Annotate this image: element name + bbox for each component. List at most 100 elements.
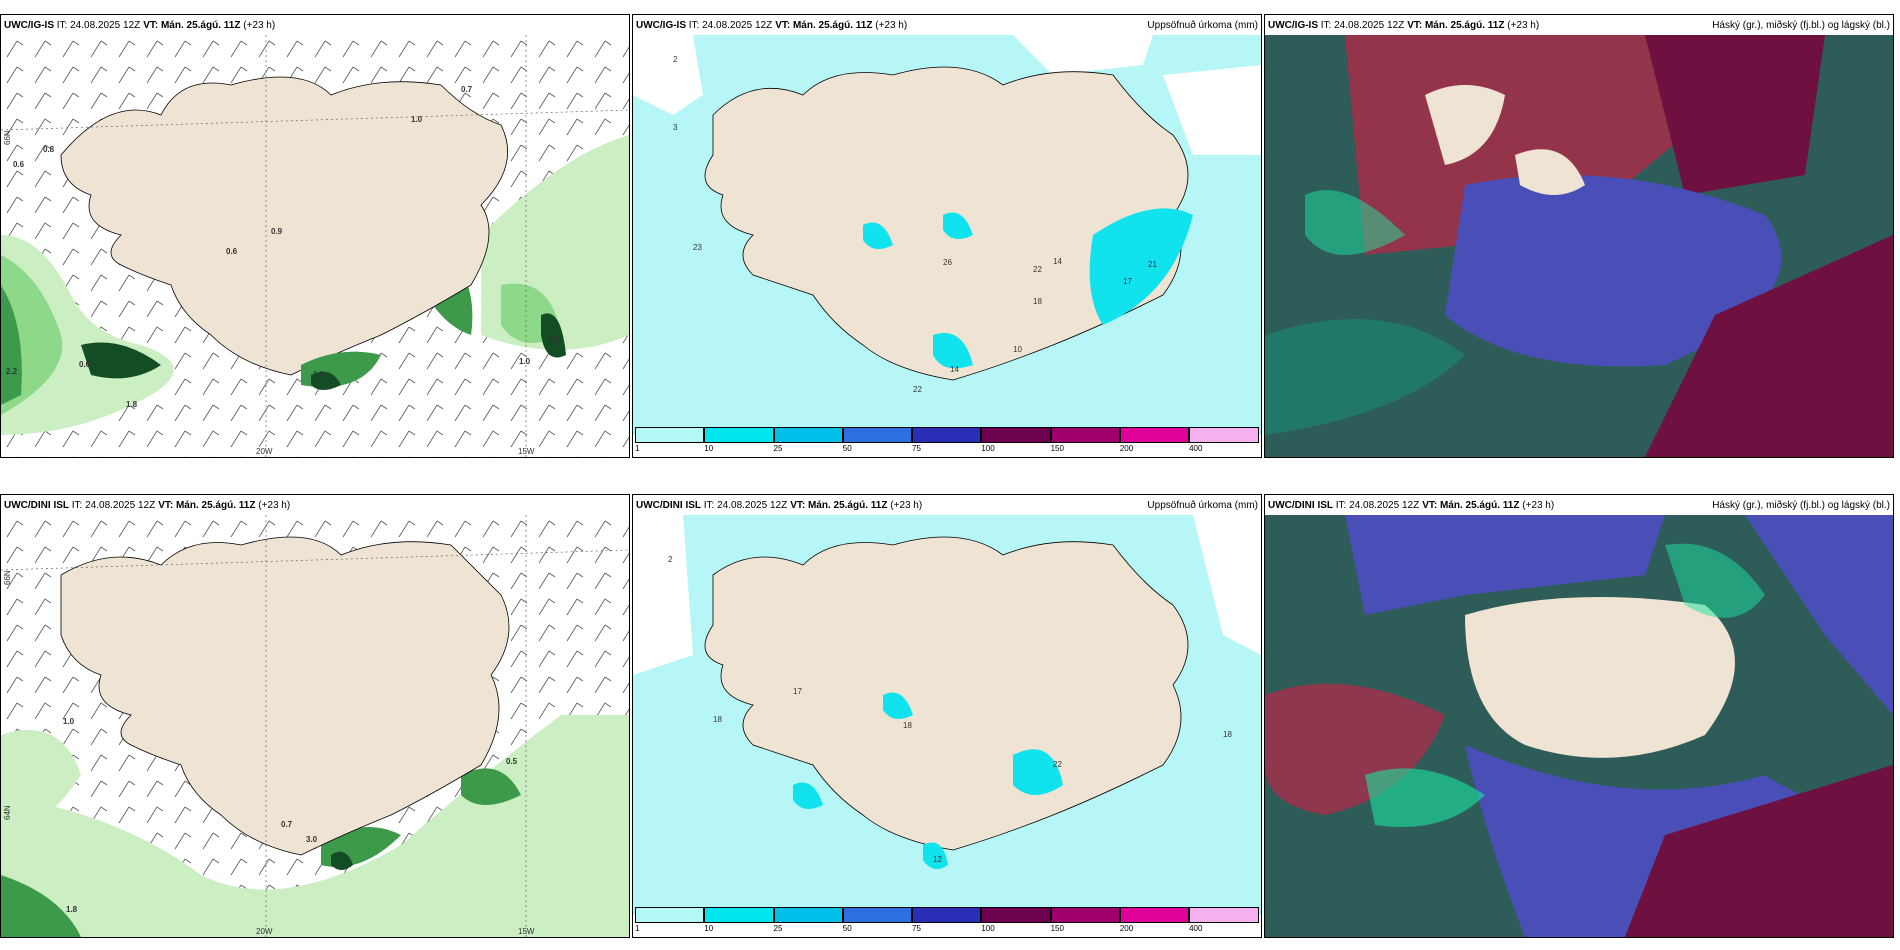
colorbar-tick: 75: [912, 924, 921, 933]
precip-colorbar: 1 10 25 50 75 100 150 200 400: [635, 427, 1259, 455]
colorbar-tick: 75: [912, 444, 921, 453]
colorbar-swatch: [773, 427, 843, 443]
colorbar-swatch: [912, 907, 982, 923]
colorbar-swatch: [1050, 427, 1120, 443]
panel-header: UWC/IG-IS IT: 24.08.2025 12Z VT: Mán. 25.…: [1, 15, 629, 35]
colorbar-swatch: [912, 427, 982, 443]
colorbar-tick: 10: [704, 924, 714, 933]
panel-header: UWC/DINI ISL IT: 24.08.2025 12Z VT: Mán. …: [633, 495, 1261, 515]
value-label: 10: [1013, 345, 1022, 354]
map-area[interactable]: [633, 515, 1261, 937]
value-label: 1.0: [313, 370, 325, 379]
panel-title: Uppsöfnuð úrkoma (mm): [1147, 499, 1258, 511]
value-label: 3: [673, 123, 678, 132]
map-area[interactable]: [633, 35, 1261, 457]
panel-precip-ig: UWC/IG-IS IT: 24.08.2025 12Z VT: Mán. 25.…: [632, 14, 1262, 458]
value-label: 18: [1223, 730, 1232, 739]
value-label: 1.8: [126, 400, 138, 409]
value-label: 17: [793, 687, 802, 696]
precip-colorbar: 1 10 25 50 75 100 150 200 400: [635, 907, 1259, 935]
lead-time: (+23 h): [890, 499, 923, 511]
valid-time: VT: Mán. 25.ágú. 11Z: [790, 499, 888, 511]
colorbar-swatch: [635, 427, 705, 443]
value-label: 1.0: [411, 115, 423, 124]
map-area[interactable]: [1265, 515, 1893, 937]
lat-label: 66N: [3, 570, 12, 585]
value-label: 22: [1033, 265, 1042, 274]
colorbar-swatch: [773, 907, 843, 923]
colorbar-tick: 100: [981, 924, 995, 933]
valid-time: VT: Mán. 25.ágú. 11Z: [143, 19, 241, 31]
map-area[interactable]: [1265, 35, 1893, 457]
colorbar-swatch: [842, 907, 913, 923]
model-name: UWC/DINI ISL: [4, 499, 69, 511]
colorbar-swatch: [704, 907, 774, 923]
cloud-map-svg: [1265, 35, 1893, 457]
init-time: IT: 24.08.2025 12Z: [71, 499, 156, 511]
value-label: 18: [903, 721, 912, 730]
panel-header: UWC/DINI ISL IT: 24.08.2025 12Z VT: Mán. …: [1, 495, 629, 515]
init-time: IT: 24.08.2025 12Z: [688, 19, 773, 31]
panel-title: Háský (gr.), miðský (fj.bl.) og lágský (…: [1712, 19, 1890, 31]
precip-map-svg: [633, 515, 1261, 915]
lon-label: 20W: [256, 447, 273, 456]
init-time: IT: 24.08.2025 12Z: [1320, 19, 1405, 31]
colorbar-tick: 1: [635, 444, 640, 453]
value-label: 1.8: [66, 905, 78, 914]
value-label: 12: [933, 855, 942, 864]
value-label: 0.6: [79, 360, 91, 369]
colorbar-tick: 200: [1119, 444, 1134, 453]
colorbar-tick: 150: [1050, 444, 1064, 453]
map-area[interactable]: [1, 515, 629, 937]
panel-header: UWC/IG-IS IT: 24.08.2025 12Z VT: Mán. 25.…: [633, 15, 1261, 35]
colorbar-tick: 100: [981, 444, 995, 453]
value-label: 14: [1053, 257, 1062, 266]
map-area[interactable]: [1, 35, 629, 457]
model-name: UWC/IG-IS: [1268, 19, 1318, 31]
colorbar-swatch: [1050, 907, 1120, 923]
lead-time: (+23 h): [875, 19, 908, 31]
lat-label: 64N: [3, 805, 12, 820]
colorbar-tick: 10: [704, 444, 714, 453]
value-label: 22: [1053, 760, 1062, 769]
model-name: UWC/DINI ISL: [1268, 499, 1333, 511]
colorbar-swatch: [1189, 907, 1259, 923]
value-label: 0.9: [271, 227, 283, 236]
colorbar-swatch: [1119, 427, 1190, 443]
colorbar-swatch: [1189, 427, 1259, 443]
lon-label: 15W: [518, 447, 535, 456]
panel-clouds-ig: UWC/IG-IS IT: 24.08.2025 12Z VT: Mán. 25.…: [1264, 14, 1894, 458]
value-label: 26: [943, 258, 952, 267]
value-label: 2.2: [6, 367, 18, 376]
colorbar-swatch: [635, 907, 705, 923]
valid-time: VT: Mán. 25.ágú. 11Z: [1422, 499, 1520, 511]
value-label: 2: [673, 55, 678, 64]
value-label: 0.6: [226, 247, 238, 256]
wind-map-svg: [1, 515, 629, 937]
panel-header: UWC/DINI ISL IT: 24.08.2025 12Z VT: Mán. …: [1265, 495, 1893, 515]
value-label: 3.0: [306, 835, 318, 844]
value-label: 1.0: [63, 717, 75, 726]
value-label: 0.5: [506, 757, 518, 766]
colorbar-tick: 25: [773, 444, 783, 453]
wind-map-svg: [1, 35, 629, 457]
lead-time: (+23 h): [1507, 19, 1540, 31]
colorbar-tick: 400: [1189, 444, 1203, 453]
valid-time: VT: Mán. 25.ágú. 11Z: [775, 19, 873, 31]
precip-map-svg: [633, 35, 1261, 435]
colorbar-swatch: [704, 427, 774, 443]
init-time: IT: 24.08.2025 12Z: [56, 19, 141, 31]
colorbar-tick: 25: [773, 924, 783, 933]
colorbar-swatch: [981, 907, 1051, 923]
value-label: 0.7: [281, 820, 293, 829]
lead-time: (+23 h): [1522, 499, 1555, 511]
panel-wind-ig: UWC/IG-IS IT: 24.08.2025 12Z VT: Mán. 25.…: [0, 14, 630, 458]
panel-header: UWC/IG-IS IT: 24.08.2025 12Z VT: Mán. 25.…: [1265, 15, 1893, 35]
init-time: IT: 24.08.2025 12Z: [1335, 499, 1420, 511]
panel-wind-dini: UWC/DINI ISL IT: 24.08.2025 12Z VT: Mán. …: [0, 494, 630, 938]
value-label: 23: [693, 243, 702, 252]
colorbar-tick: 400: [1189, 924, 1203, 933]
panel-title: Uppsöfnuð úrkoma (mm): [1147, 19, 1258, 31]
model-name: UWC/IG-IS: [636, 19, 686, 31]
valid-time: VT: Mán. 25.ágú. 11Z: [158, 499, 256, 511]
